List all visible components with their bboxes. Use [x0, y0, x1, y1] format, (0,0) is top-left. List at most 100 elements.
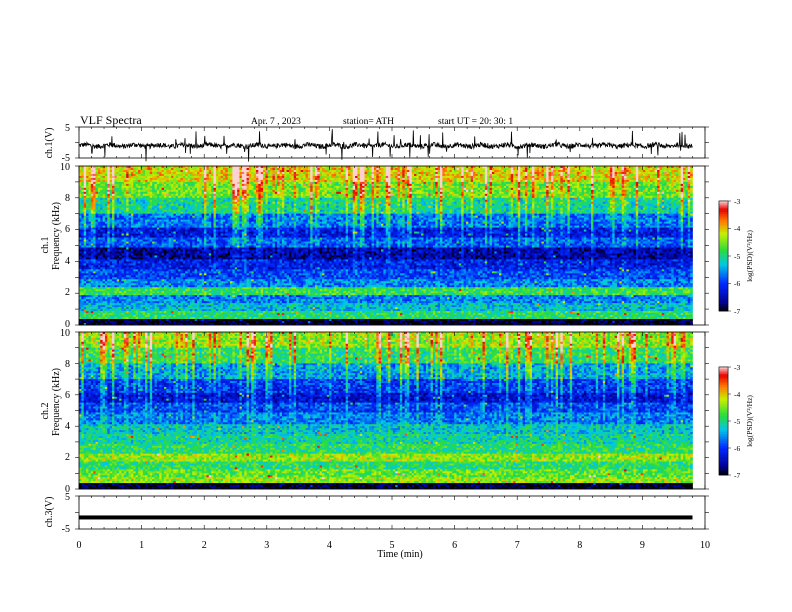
spectrogram-cell [268, 184, 271, 186]
spectrogram-cell [558, 176, 561, 178]
spectrogram-cell [591, 188, 594, 190]
spectrogram-cell [96, 182, 99, 184]
spectrogram-cell [96, 176, 99, 178]
spectrogram-cell [624, 182, 627, 184]
spectrogram-cell [419, 190, 422, 192]
spectrogram-cell [133, 172, 136, 174]
spectrogram-cell [313, 170, 316, 172]
spectrogram-cell [275, 182, 278, 184]
spectrogram-cell [100, 172, 103, 174]
spectrogram-cell [636, 188, 639, 190]
spectrogram-cell [565, 176, 568, 178]
spectrogram-cell [516, 170, 519, 172]
spectrogram-cell [596, 174, 599, 176]
spectrogram-cell [633, 188, 636, 190]
spectrogram-cell [690, 176, 693, 178]
spectrogram-cell [390, 170, 393, 172]
spectrogram-cell [218, 180, 221, 182]
spectrogram-cell [315, 190, 318, 192]
spectrogram-cell [537, 176, 540, 178]
spectrogram-cell [381, 174, 384, 176]
spectrogram-cell [369, 190, 372, 192]
spectrogram-cell [221, 176, 224, 178]
spectrogram-cell [114, 184, 117, 186]
spectrogram-cell [155, 188, 158, 190]
spectrogram-cell [556, 184, 559, 186]
spectrogram-cell [81, 190, 84, 192]
spectrogram-cell [482, 180, 485, 182]
spectrogram-cell [270, 180, 273, 182]
spectrogram-cell [348, 176, 351, 178]
spectrogram-cell [584, 176, 587, 178]
spectrogram-cell [162, 172, 165, 174]
spectrogram-cell [544, 182, 547, 184]
spectrogram-cell [390, 176, 393, 178]
spectrogram-cell [648, 174, 651, 176]
spectrogram-cell [129, 174, 132, 176]
spectrogram-cell [400, 170, 403, 172]
spectrogram-cell [475, 190, 478, 192]
spectrogram-cell [237, 170, 240, 172]
spectrogram-cell [473, 172, 476, 174]
spectrogram-cell [303, 172, 306, 174]
spectrogram-cell [155, 170, 158, 172]
spectrogram-cell [419, 184, 422, 186]
spectrogram-cell [294, 180, 297, 182]
spectrogram-cell [209, 190, 212, 192]
spectrogram-cell [79, 172, 82, 174]
spectrogram-cell [287, 176, 290, 178]
spectrogram-cell [350, 182, 353, 184]
spectrogram-cell [619, 172, 622, 174]
spectrogram-cell [211, 188, 214, 190]
spectrogram-cell [131, 184, 134, 186]
spectrogram-cell [275, 180, 278, 182]
spectrogram-cell [579, 174, 582, 176]
spectrogram-cell [275, 172, 278, 174]
spectrogram-cell [513, 182, 516, 184]
spectrogram-cell [631, 188, 634, 190]
spectrogram-cell [433, 188, 436, 190]
spectrogram-cell [556, 172, 559, 174]
spectrogram-cell [339, 188, 342, 190]
spectrogram-cell [100, 190, 103, 192]
spectrogram-cell [230, 184, 233, 186]
spectrogram-cell [575, 190, 578, 192]
spectrogram-cell [121, 184, 124, 186]
spectrogram-cell [372, 190, 375, 192]
spectrogram-cell [348, 190, 351, 192]
spectrogram-cell [629, 190, 632, 192]
spectrogram-cell [327, 170, 330, 172]
spectrogram-cell [608, 180, 611, 182]
spectrogram-cell [575, 174, 578, 176]
spectrogram-cell [575, 182, 578, 184]
spectrogram-cell [346, 170, 349, 172]
spectrogram-cell [256, 170, 259, 172]
spectrogram-cell [445, 190, 448, 192]
spectrogram-cell [206, 174, 209, 176]
spectrogram-cell [296, 174, 299, 176]
spectrogram-cell [657, 182, 660, 184]
spectrogram-cell [237, 176, 240, 178]
spectrogram-cell [622, 182, 625, 184]
spectrogram-cell [254, 182, 257, 184]
spectrogram-cell [570, 182, 573, 184]
spectrogram-cell [331, 184, 334, 186]
spectrogram-cell [405, 184, 408, 186]
spectrogram-cell [390, 190, 393, 192]
spectrogram-cell [421, 182, 424, 184]
spectrogram-cell [199, 184, 202, 186]
spectrogram-cell [549, 188, 552, 190]
spectrogram-cell [133, 170, 136, 172]
spectrogram-cell [610, 190, 613, 192]
spectrogram-cell [272, 170, 275, 172]
spectrogram-cell [147, 188, 150, 190]
spectrogram-cell [440, 174, 443, 176]
spectrogram-cell [112, 194, 115, 196]
spectrogram-cell [659, 188, 662, 190]
spectrogram-cell [103, 184, 106, 186]
spectrogram-cell [239, 170, 242, 172]
spectrogram-cell [180, 180, 183, 182]
spectrogram-cell [648, 180, 651, 182]
spectrogram-cell [336, 174, 339, 176]
spectrogram-cell [388, 174, 391, 176]
